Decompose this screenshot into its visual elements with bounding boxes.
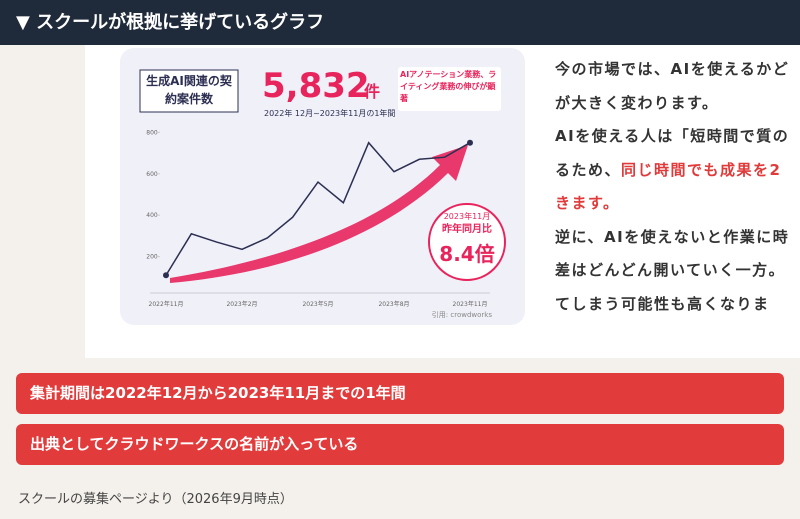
- end-point: [467, 139, 473, 146]
- chart: 生成AI関連の契約案件数 5,832 件 2022年 12月~2023年11月の…: [120, 48, 525, 325]
- text-span: るため、: [555, 160, 622, 179]
- article-line: 今の市場では、AIを使えるかど: [555, 58, 800, 92]
- x-tick-label: 2023年11月: [453, 300, 488, 308]
- badge-caption: 昨年同月比: [442, 222, 492, 235]
- article-line: 差はどんどん開いていく一方。: [555, 259, 800, 293]
- text-span: が大きく変わります。: [555, 93, 719, 112]
- y-tick-label: 400: [146, 212, 158, 219]
- badge-month: 2023年11月: [444, 211, 491, 221]
- article: 今の市場では、AIを使えるかど が大きく変わります。 AIを使える人は「短時間で質…: [555, 58, 800, 326]
- article-line: 逆に、AIを使えないと作業に時: [555, 226, 800, 260]
- end-point: [163, 272, 169, 279]
- badge: [428, 203, 506, 281]
- caption: スクールの募集ページより（2026年9月時点）: [18, 492, 293, 507]
- header-title: ▼ スクールが根拠に挙げているグラフ: [0, 0, 800, 45]
- data-line: [165, 141, 471, 276]
- badge-ratio: 8.4倍: [439, 242, 494, 266]
- text-span: 逆に、AIを使えないと作業に時: [555, 227, 790, 246]
- source: 引用: crowdworks: [432, 310, 493, 319]
- article-line: るため、同じ時間でも成果を2: [555, 159, 800, 193]
- text-span: 差はどんどん開いていく一方。: [555, 261, 786, 279]
- unit: 件: [364, 82, 380, 101]
- text-span: てしまう可能性も高くなりま: [555, 294, 770, 313]
- article-line: AIを使える人は「短時間で質の: [555, 125, 800, 159]
- text-span: 今の市場では、AIを使えるかど: [555, 60, 790, 78]
- text-span: きます。: [555, 194, 620, 212]
- point: 出典としてクラウドワークスの名前が入っている: [16, 424, 784, 465]
- article-line: てしまう可能性も高くなりま: [555, 293, 800, 327]
- note-box: [398, 67, 501, 111]
- chart-label: 生成AI関連の契約案件数: [146, 74, 232, 106]
- x-tick-label: 2023年2月: [226, 300, 257, 308]
- y-tick-label: 800: [146, 129, 158, 136]
- total: 5,832: [262, 66, 370, 106]
- point: 集計期間は2022年12月から2023年11月までの1年間: [16, 373, 784, 414]
- x-tick-label: 2022年11月: [149, 300, 184, 308]
- trend-arrow: [170, 145, 468, 283]
- article-line: きます。: [555, 192, 800, 226]
- note: AIアノテーション業務、ライティング業務の伸びが顕著: [400, 70, 497, 103]
- y-tick-label: 200: [146, 254, 158, 261]
- text-span: AIを使える人は「短時間で質の: [555, 127, 790, 145]
- article-line: が大きく変わります。: [555, 92, 800, 126]
- x-tick-label: 2023年8月: [378, 300, 409, 308]
- x-tick-label: 2023年5月: [302, 300, 333, 308]
- period: 2022年 12月~2023年11月の1年間: [264, 108, 395, 118]
- label-box: [139, 69, 239, 113]
- y-tick-label: 600: [146, 171, 158, 178]
- text-span: 同じ時間でも成果を2: [621, 160, 782, 179]
